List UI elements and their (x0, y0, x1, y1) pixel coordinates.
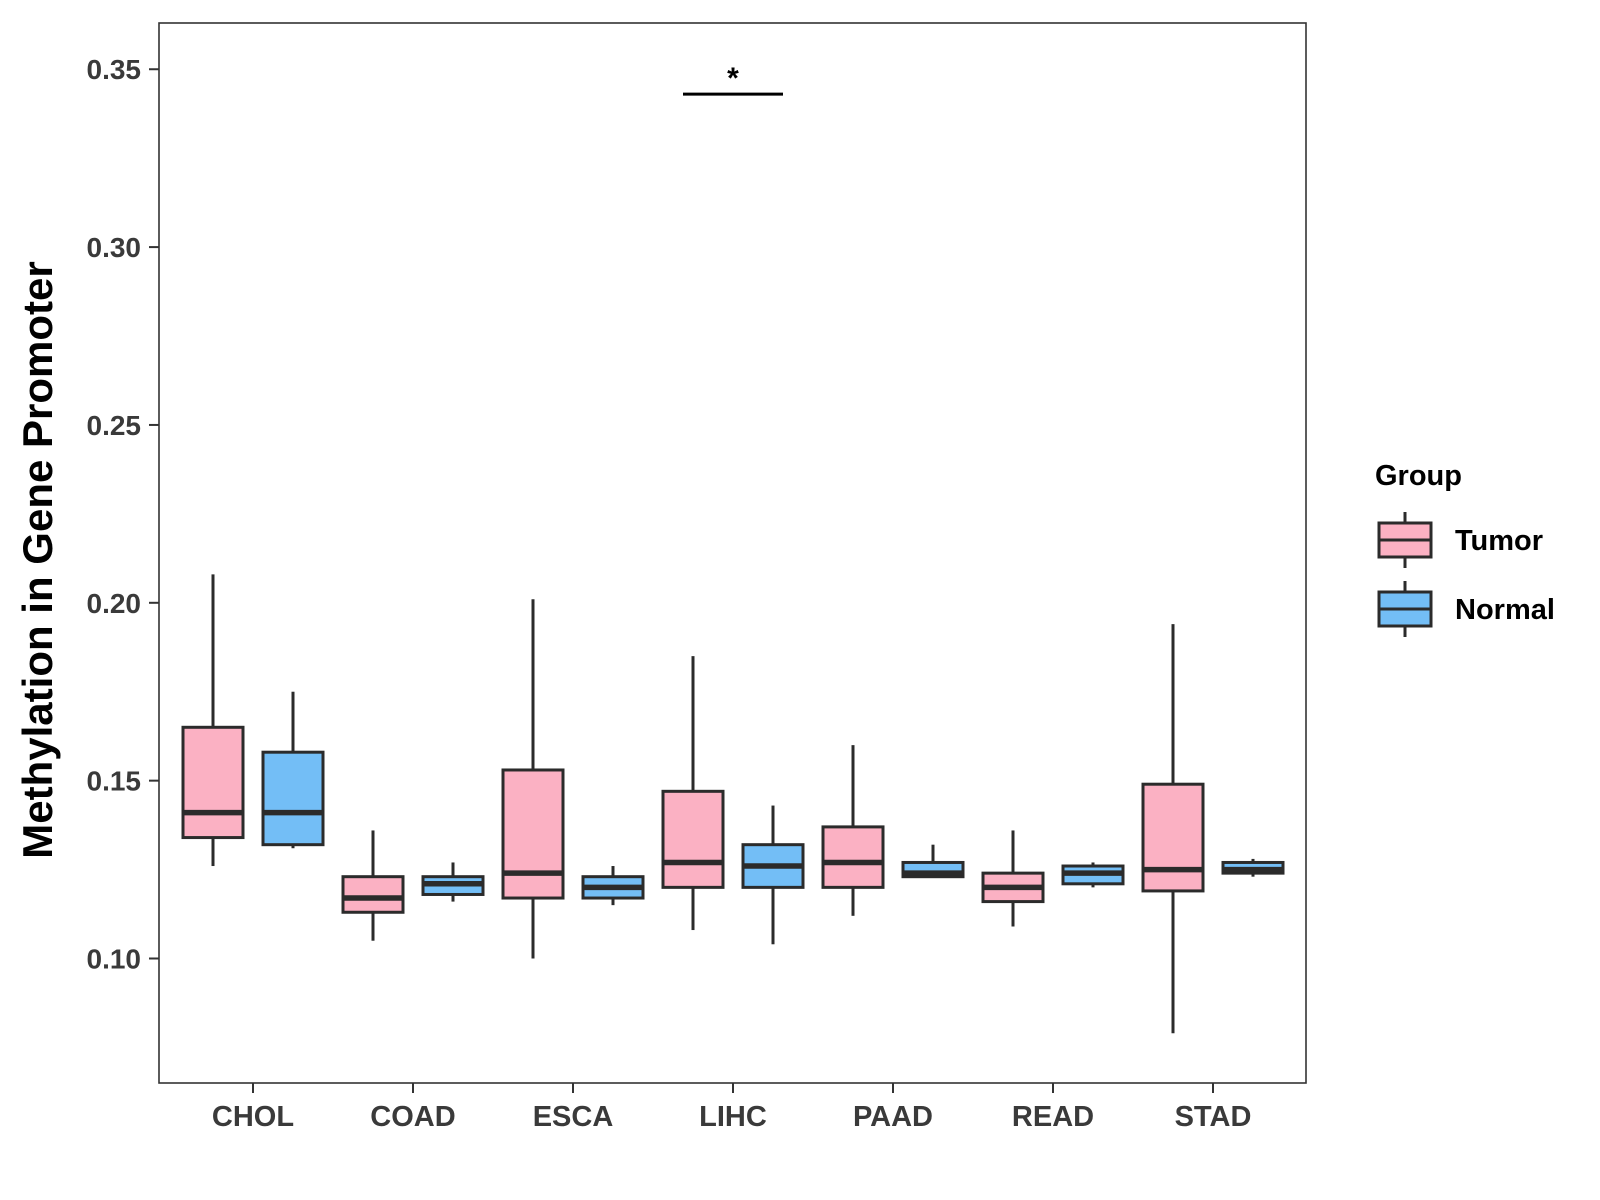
box-tumor-esca (501, 599, 565, 959)
box-tumor-coad (341, 830, 405, 941)
box-normal-chol (261, 691, 325, 849)
box-iqr (501, 768, 565, 900)
y-tick-label: 0.30 (87, 232, 142, 263)
box-iqr (1141, 782, 1205, 893)
box-tumor-paad (821, 745, 885, 916)
x-axis: CHOL COAD ESCA LIHC PAAD READ STAD (212, 1083, 1251, 1133)
plot-panel-border (158, 22, 1307, 1084)
box-normal-lihc (741, 805, 805, 945)
x-tick-label: COAD (370, 1101, 455, 1133)
box-tumor-chol (181, 574, 245, 867)
legend-item-tumor: Tumor (1377, 512, 1543, 568)
y-tick-label: 0.25 (87, 410, 142, 441)
box-iqr (341, 875, 405, 914)
box-normal-read (1061, 862, 1125, 888)
x-tick-label: LIHC (699, 1101, 767, 1133)
legend-label: Tumor (1455, 525, 1543, 557)
legend-item-normal: Normal (1377, 581, 1555, 637)
box-series (181, 574, 1285, 1034)
y-axis-title: Methylation in Gene Promoter (14, 261, 61, 858)
legend-title: Group (1375, 460, 1462, 492)
legend-label: Normal (1455, 594, 1555, 626)
box-tumor-stad (1141, 624, 1205, 1034)
box-normal-stad (1221, 858, 1285, 877)
x-tick-label: ESCA (533, 1101, 614, 1133)
y-tick-label: 0.15 (87, 766, 142, 797)
box-iqr (261, 750, 325, 847)
significance-annotations: * (683, 62, 783, 96)
legend: Group Tumor Normal (1375, 460, 1555, 637)
x-tick-label: READ (1012, 1101, 1094, 1133)
y-tick-label: 0.35 (87, 54, 142, 85)
significance-label: * (727, 62, 739, 95)
box-tumor-read (981, 830, 1045, 927)
y-tick-label: 0.10 (87, 944, 142, 975)
box-normal-paad (901, 844, 965, 879)
box-iqr (181, 725, 245, 840)
x-tick-label: CHOL (212, 1101, 294, 1133)
box-iqr (821, 825, 885, 889)
x-tick-label: PAAD (853, 1101, 933, 1133)
box-normal-esca (581, 866, 645, 906)
y-axis: 0.10 0.15 0.20 0.25 0.30 0.35 (87, 54, 159, 975)
box-normal-coad (421, 862, 485, 902)
y-tick-label: 0.20 (87, 588, 142, 619)
x-tick-label: STAD (1175, 1101, 1252, 1133)
box-tumor-lihc (661, 656, 725, 931)
box-iqr (661, 789, 725, 889)
